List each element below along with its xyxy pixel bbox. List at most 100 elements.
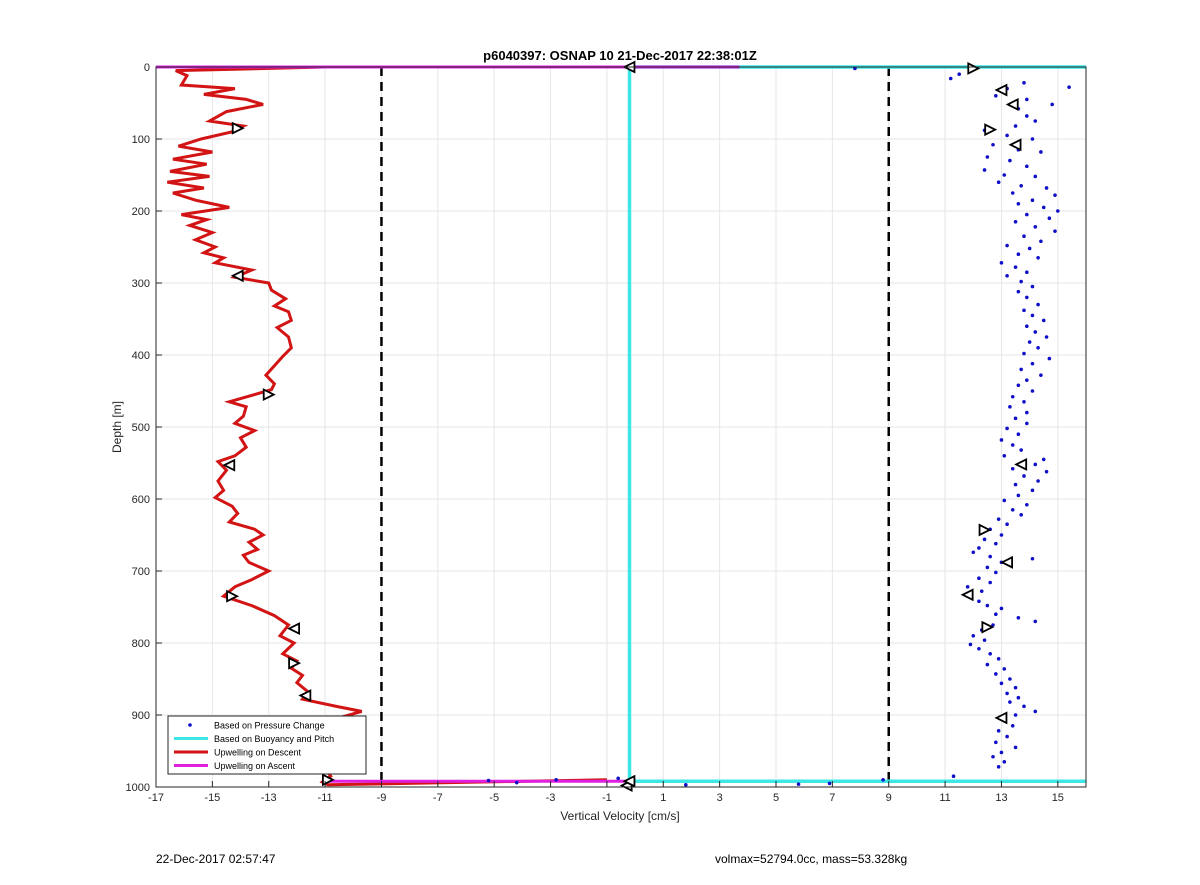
pressure-point [1019, 279, 1023, 284]
x-tick-label: -5 [489, 792, 499, 804]
pressure-point [1016, 383, 1021, 388]
y-tick-label: 0 [144, 62, 150, 74]
marker-layer [222, 60, 1028, 793]
chart-title: p6040397: OSNAP 10 21-Dec-2017 22:38:01Z [483, 48, 757, 63]
pressure-point [1030, 488, 1035, 493]
pressure-point [1019, 513, 1023, 517]
pressure-point [1056, 209, 1060, 213]
pressure-point [1010, 466, 1015, 471]
x-tick-label: 13 [995, 792, 1007, 804]
pressure-point [1013, 745, 1018, 750]
pressure-point [965, 585, 970, 589]
pressure-point [1044, 335, 1049, 339]
pressure-point [1016, 202, 1021, 206]
pressure-point [1033, 225, 1038, 229]
y-tick-label: 900 [132, 710, 150, 722]
pressure-point [1050, 102, 1054, 107]
pressure-point [1025, 97, 1029, 102]
pressure-point [994, 672, 998, 676]
pressure-point [1025, 212, 1029, 217]
pressure-point [988, 554, 992, 559]
pressure-point [1025, 502, 1029, 507]
x-axis-label: Vertical Velocity [cm/s] [560, 809, 679, 823]
x-tick-label: -13 [261, 792, 277, 804]
pressure-point [1027, 246, 1032, 251]
pressure-point [827, 781, 832, 786]
pressure-point [1016, 252, 1021, 256]
y-tick-label: 1000 [126, 782, 150, 794]
pressure-point [985, 155, 990, 159]
pressure-point [1041, 457, 1046, 462]
buoyancy-line [627, 65, 1086, 783]
pressure-point [1039, 373, 1043, 377]
pressure-point [1053, 193, 1057, 197]
footer-timestamp: 22-Dec-2017 02:57:47 [156, 852, 276, 866]
legend-label: Based on Buoyancy and Pitch [214, 734, 334, 744]
pressure-point [988, 580, 992, 585]
pressure-point [979, 589, 984, 593]
pressure-point [977, 646, 981, 651]
pressure-point [1025, 295, 1029, 300]
pressure-point [554, 778, 558, 782]
pressure-point [996, 517, 1001, 521]
y-tick-label: 300 [132, 278, 150, 290]
pressure-point [1022, 81, 1026, 85]
pressure-point [1013, 685, 1018, 690]
pressure-point [1002, 173, 1007, 177]
pressure-point [999, 606, 1004, 611]
pressure-point [796, 782, 801, 786]
pressure-marker [984, 123, 998, 137]
pressure-point [951, 774, 956, 778]
pressure-point [1019, 367, 1023, 372]
pressure-point [1002, 667, 1007, 671]
pressure-point [1033, 619, 1038, 624]
pressure-point [996, 180, 1001, 184]
pressure-marker [994, 711, 1008, 725]
y-tick-label: 700 [132, 566, 150, 578]
pressure-point [1022, 400, 1026, 404]
pressure-point [1022, 308, 1026, 313]
legend: Based on Pressure Change Based on Buoyanc… [167, 715, 367, 775]
pressure-point [1022, 474, 1026, 478]
pressure-point [982, 638, 987, 642]
pressure-point [1008, 677, 1012, 681]
pressure-point [991, 623, 995, 627]
pressure-point [1013, 265, 1018, 269]
pressure-point [994, 612, 998, 616]
pressure-point [1025, 421, 1029, 426]
pressure-point [1013, 220, 1018, 224]
pressure-point [999, 681, 1004, 686]
buoyancy-marker [622, 774, 636, 788]
descent-marker [288, 656, 302, 670]
pressure-point [1016, 493, 1021, 498]
pressure-point [1067, 85, 1071, 89]
pressure-point [1036, 255, 1040, 260]
pressure-point [991, 754, 995, 759]
pressure-point [1025, 164, 1029, 169]
pressure-point [1005, 691, 1009, 696]
pressure-point [996, 765, 1001, 769]
pressure-marker [994, 83, 1008, 97]
pressure-point [991, 142, 995, 147]
pressure-point [1008, 405, 1012, 409]
pressure-point [996, 729, 1001, 733]
pressure-marker [960, 588, 974, 602]
pressure-marker [1014, 457, 1028, 471]
pressure-point [1010, 724, 1015, 728]
pressure-marker [1008, 138, 1022, 152]
footer-volume-mass: volmax=52794.0cc, mass=53.328kg [715, 852, 908, 866]
x-tick-label: 11 [939, 792, 950, 804]
pressure-point [486, 778, 491, 783]
pressure-point [1005, 274, 1009, 278]
pressure-point [1036, 302, 1040, 307]
pressure-point [994, 94, 998, 98]
legend-label: Upwelling on Ascent [214, 761, 296, 771]
pressure-marker [1005, 97, 1019, 111]
y-tick-label: 400 [132, 350, 150, 362]
x-tick-label: -11 [318, 792, 333, 804]
pressure-point [1033, 174, 1038, 179]
pressure-point [1025, 378, 1029, 383]
pressure-point [1030, 284, 1035, 289]
pressure-point [1036, 479, 1040, 483]
x-tick-label: -9 [377, 792, 387, 804]
